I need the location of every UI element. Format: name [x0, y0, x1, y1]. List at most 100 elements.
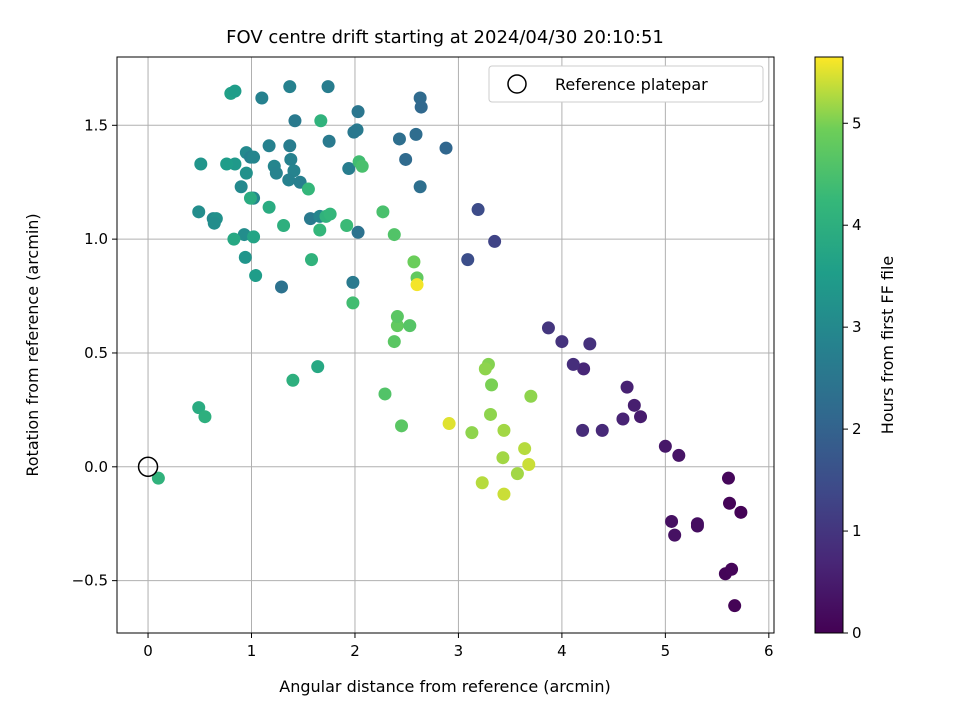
chart-title: FOV centre drift starting at 2024/04/30 … — [226, 27, 664, 48]
colorbar-tick-label: 1 — [852, 522, 862, 540]
data-point — [288, 114, 302, 128]
data-point — [151, 471, 165, 485]
data-point — [403, 319, 417, 333]
data-point — [442, 417, 456, 431]
data-point — [541, 321, 555, 335]
data-point — [323, 207, 337, 221]
data-point — [355, 159, 369, 173]
legend-entry-reference: Reference platepar — [555, 75, 708, 94]
x-tick-label: 5 — [661, 642, 671, 660]
data-point — [390, 310, 404, 324]
y-tick-label: −0.5 — [72, 572, 108, 590]
data-point — [725, 562, 739, 576]
y-tick-label: 1.5 — [84, 116, 108, 134]
data-point — [314, 114, 328, 128]
data-point — [198, 410, 212, 424]
data-point — [255, 91, 269, 105]
colorbar-ticks: 0 1 2 3 4 5 — [843, 114, 862, 642]
data-point — [497, 423, 511, 437]
data-point — [283, 80, 297, 94]
data-point — [347, 125, 361, 139]
data-point — [721, 471, 735, 485]
data-point — [577, 362, 591, 376]
colorbar-label: Hours from first FF file — [878, 256, 897, 435]
data-point — [723, 496, 737, 510]
colorbar-tick-label: 5 — [852, 114, 862, 132]
data-point — [627, 398, 641, 412]
x-axis: 0 1 2 3 4 5 6 — [143, 633, 774, 660]
data-point — [409, 127, 423, 141]
data-point — [275, 280, 289, 294]
x-tick-label: 0 — [143, 642, 153, 660]
data-point — [313, 223, 327, 237]
data-point — [510, 467, 524, 481]
data-point — [207, 216, 221, 230]
data-point — [728, 599, 742, 613]
data-point — [351, 225, 365, 239]
data-point — [658, 439, 672, 453]
data-points — [151, 80, 748, 613]
data-point — [414, 100, 428, 114]
data-point — [407, 255, 421, 269]
reference-point-marker — [137, 456, 159, 478]
data-point — [668, 528, 682, 542]
data-point — [282, 173, 296, 187]
data-point — [378, 387, 392, 401]
data-point — [387, 335, 401, 349]
data-point — [243, 191, 257, 205]
data-point — [269, 166, 283, 180]
y-tick-label: 1.0 — [84, 230, 108, 248]
x-tick-label: 4 — [557, 642, 567, 660]
data-point — [322, 134, 336, 148]
data-point — [413, 180, 427, 194]
data-point — [734, 505, 748, 519]
data-point — [471, 203, 485, 217]
x-tick-label: 2 — [350, 642, 360, 660]
x-tick-label: 3 — [454, 642, 464, 660]
data-point — [342, 162, 356, 176]
x-tick-label: 6 — [764, 642, 774, 660]
data-point — [475, 476, 489, 490]
data-point — [220, 157, 234, 171]
data-point — [485, 378, 499, 392]
data-point — [283, 139, 297, 153]
data-point — [194, 157, 208, 171]
data-point — [228, 84, 242, 98]
data-point — [305, 253, 319, 267]
data-point — [399, 152, 413, 166]
data-point — [227, 232, 241, 246]
data-point — [672, 448, 686, 462]
data-point — [346, 296, 360, 310]
y-axis: −0.5 0.0 0.5 1.0 1.5 — [72, 116, 117, 590]
data-point — [321, 80, 335, 94]
legend-box — [488, 65, 764, 103]
data-point — [497, 487, 511, 501]
data-point — [522, 458, 536, 472]
y-tick-label: 0.0 — [84, 458, 108, 476]
y-axis-label: Rotation from reference (arcmin) — [23, 213, 42, 476]
data-point — [395, 419, 409, 433]
data-point — [390, 319, 404, 333]
data-point — [192, 205, 206, 219]
colorbar-tick-label: 0 — [852, 624, 862, 642]
data-point — [566, 357, 580, 371]
data-point — [439, 141, 453, 155]
data-point — [346, 275, 360, 289]
data-point — [690, 517, 704, 531]
data-point — [576, 423, 590, 437]
data-point — [484, 407, 498, 421]
data-point — [555, 335, 569, 349]
data-point — [496, 451, 510, 465]
data-point — [340, 218, 354, 232]
data-point — [465, 426, 479, 440]
data-point — [351, 105, 365, 119]
colorbar: 0 1 2 3 4 5 Hours from first FF file — [814, 56, 897, 642]
reference-marker-group — [137, 456, 159, 478]
data-point — [238, 250, 252, 264]
data-point — [284, 152, 298, 166]
data-point — [518, 442, 532, 456]
data-point — [616, 412, 630, 426]
data-point — [634, 410, 648, 424]
data-point — [247, 150, 261, 164]
